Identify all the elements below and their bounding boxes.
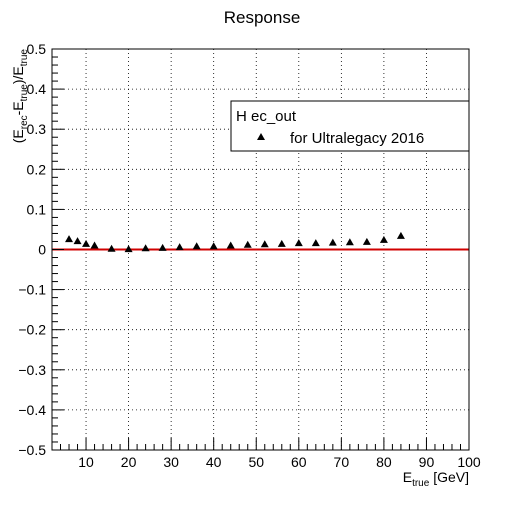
- data-point: [82, 239, 91, 247]
- x-tick-label: 100: [457, 454, 481, 470]
- chart-title: Response: [224, 8, 301, 27]
- data-point: [65, 235, 74, 243]
- legend: H ec_out for Ultralegacy 2016: [230, 100, 470, 152]
- x-tick-label: 80: [376, 454, 392, 470]
- data-point: [226, 241, 235, 249]
- data-point: [328, 238, 337, 246]
- x-tick-label: 70: [334, 454, 350, 470]
- y-tick-label: 0: [38, 242, 46, 258]
- x-tick-label: 50: [248, 454, 264, 470]
- data-point: [124, 245, 133, 253]
- data-point: [175, 243, 184, 251]
- data-point: [396, 231, 405, 239]
- x-tick-label: 60: [291, 454, 307, 470]
- y-tick-label: 0.1: [27, 201, 47, 217]
- y-tick-label: 0.4: [27, 81, 47, 97]
- tick-labels: 10 20 30 40 50 60 70 80 90 100 −0.5 −0.4 −0.3 −0.2 −0.…: [18, 41, 481, 470]
- data-point: [311, 239, 320, 247]
- axis-ticks: [52, 48, 470, 451]
- y-tick-label: −0.4: [18, 402, 46, 418]
- data-point: [107, 244, 116, 252]
- data-point: [243, 240, 252, 248]
- y-tick-label: −0.2: [18, 322, 46, 338]
- y-tick-label: −0.3: [18, 362, 46, 378]
- data-point: [209, 242, 218, 250]
- y-tick-label: 0.2: [27, 161, 47, 177]
- x-tick-label: 10: [78, 454, 94, 470]
- legend-marker-triangle: [257, 133, 265, 140]
- data-points: [65, 231, 405, 253]
- data-point: [362, 237, 371, 245]
- data-point: [345, 238, 354, 246]
- y-axis-label: (Erec-Etrue)/Etrue: [10, 49, 30, 144]
- x-tick-label: 90: [419, 454, 435, 470]
- x-tick-label: 20: [121, 454, 137, 470]
- data-point: [277, 239, 286, 247]
- y-tick-label: −0.1: [18, 282, 46, 298]
- y-tick-label: −0.5: [18, 442, 46, 458]
- data-point: [192, 242, 201, 250]
- legend-header: H ec_out: [236, 108, 297, 125]
- data-point: [260, 240, 269, 248]
- data-point: [379, 235, 388, 243]
- x-axis-label: Etrue [GeV]: [403, 469, 469, 489]
- data-point: [141, 244, 150, 252]
- data-point: [90, 241, 99, 249]
- data-point: [158, 243, 167, 251]
- legend-box: [230, 100, 470, 152]
- x-tick-label: 40: [206, 454, 222, 470]
- data-point: [294, 239, 303, 247]
- y-tick-label: 0.3: [27, 121, 47, 137]
- legend-entry-label: for Ultralegacy 2016: [290, 130, 424, 147]
- x-tick-label: 30: [163, 454, 179, 470]
- y-tick-label: 0.5: [27, 41, 47, 57]
- data-point: [73, 237, 82, 245]
